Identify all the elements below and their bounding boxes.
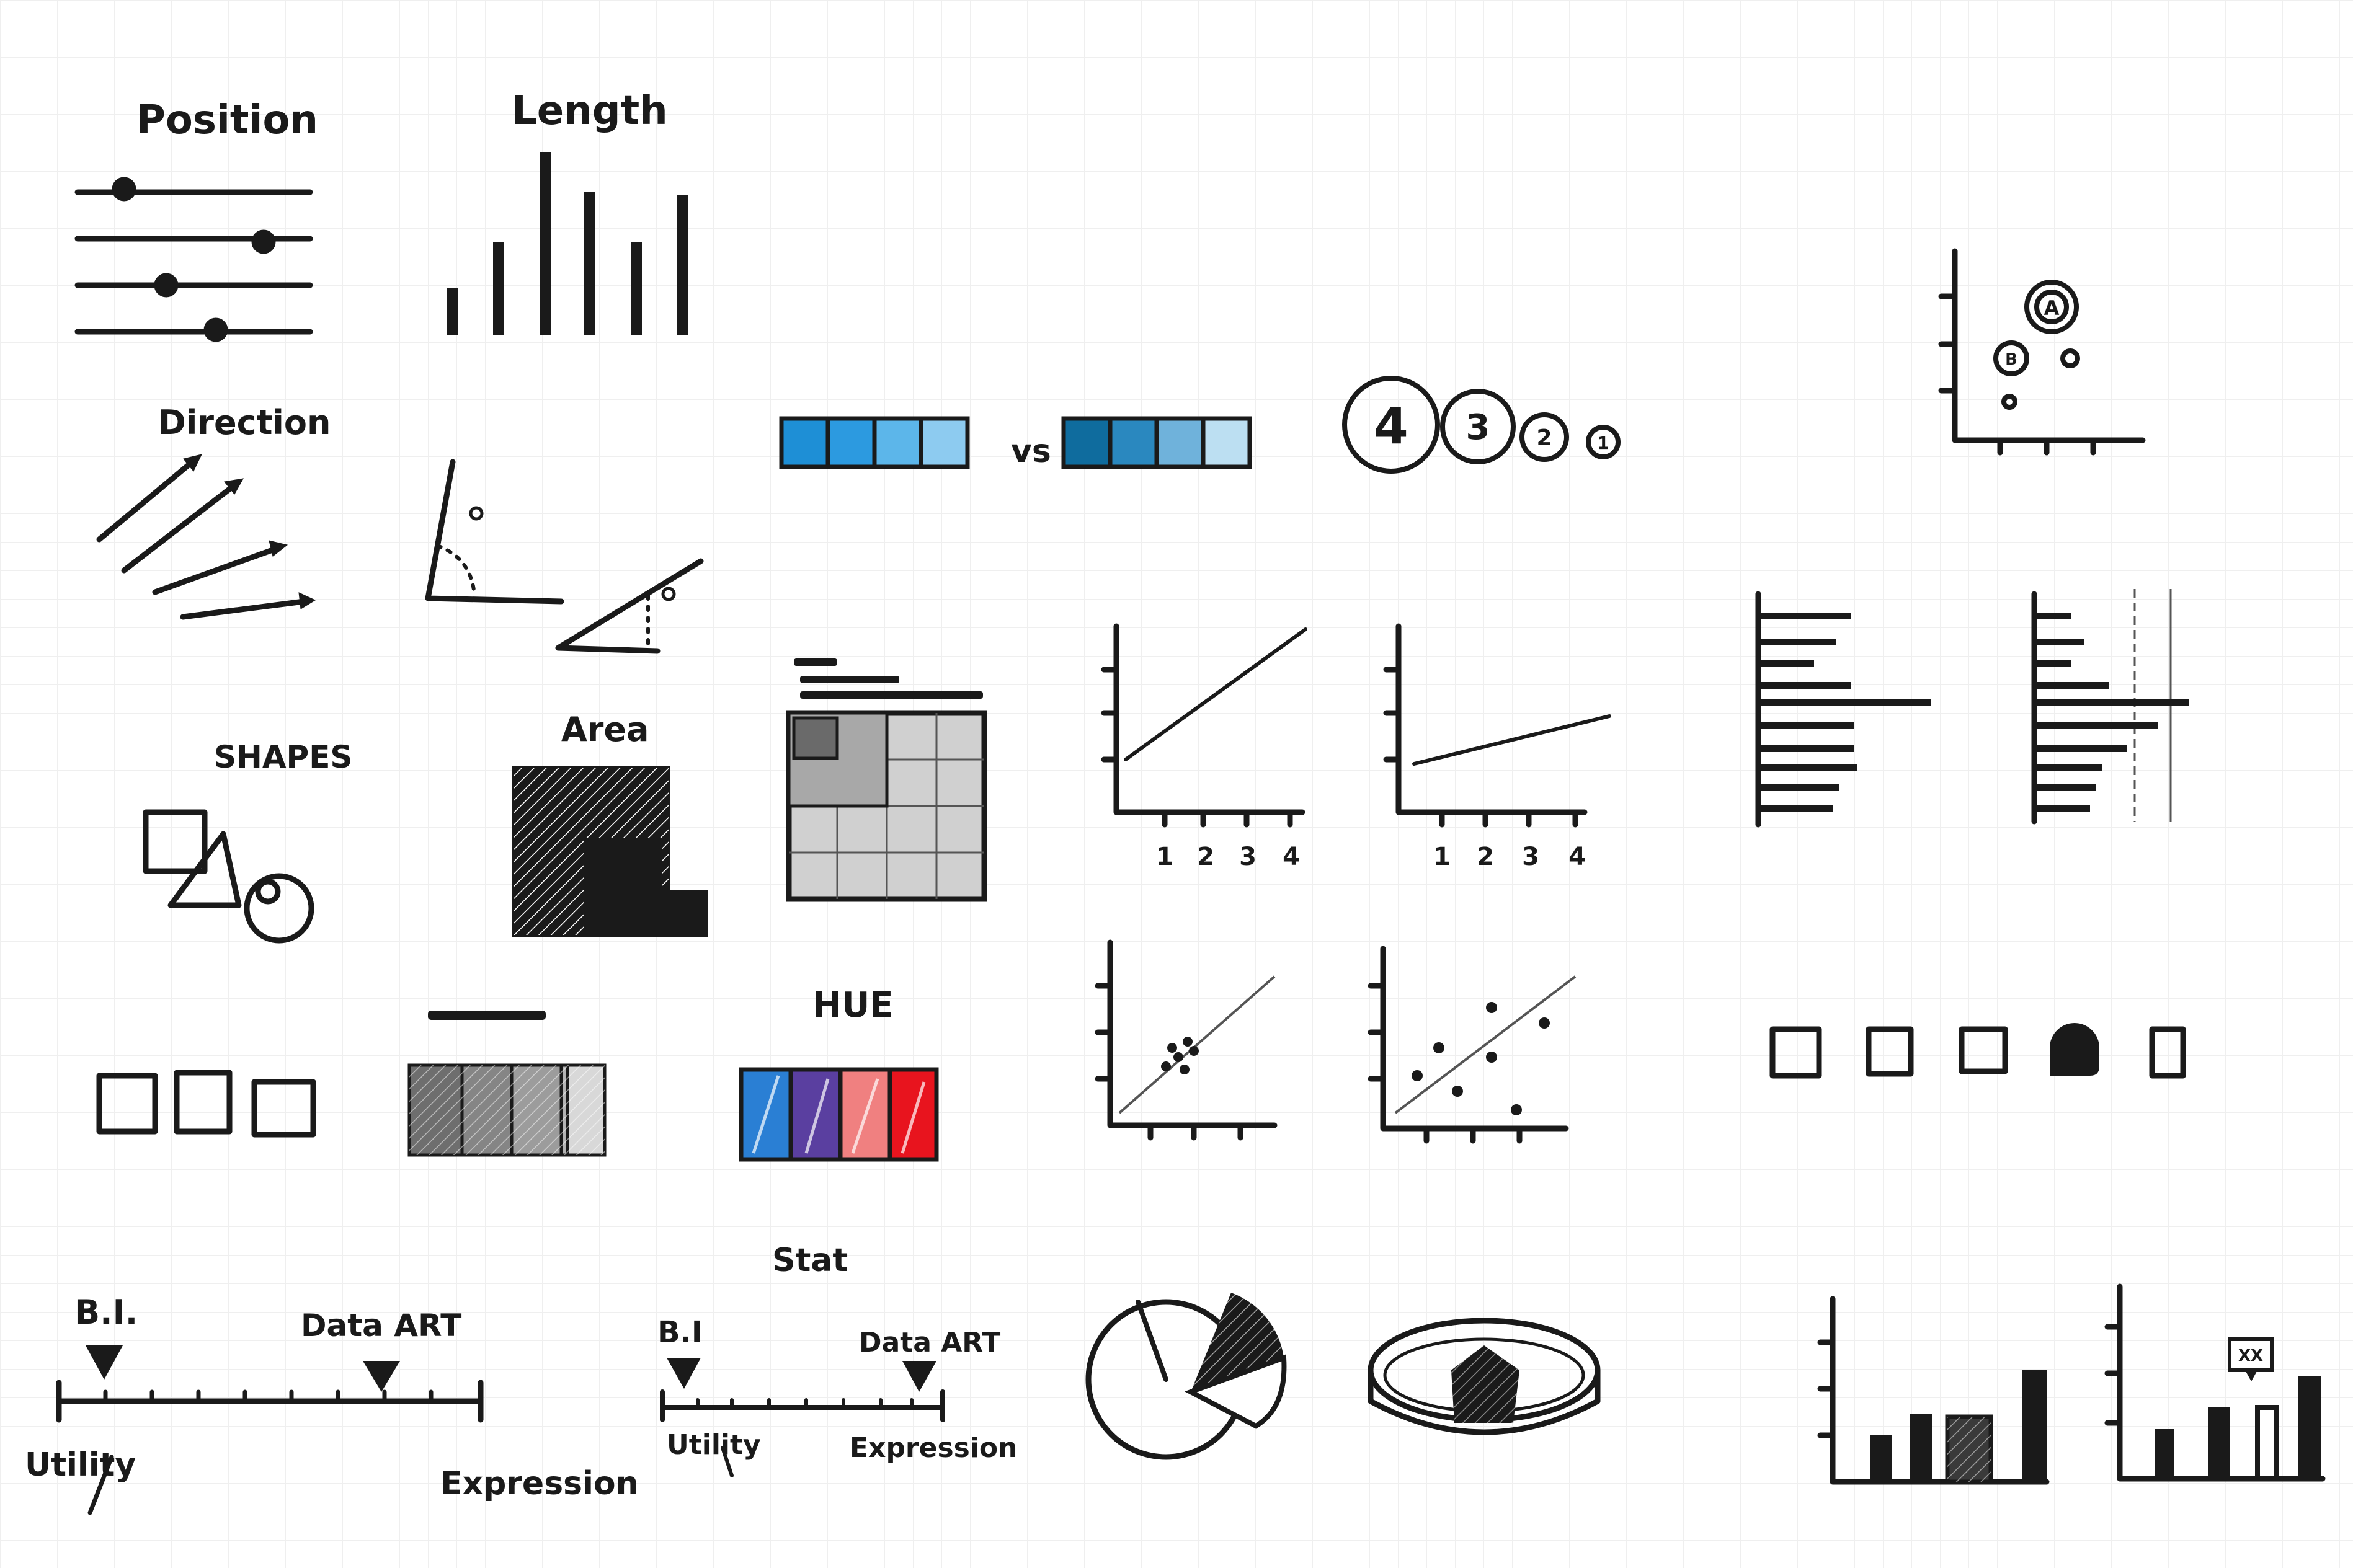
steep-tick-2: 2	[1197, 843, 1214, 871]
area-label: Area	[561, 710, 649, 749]
expression-label-2: Expression	[850, 1432, 1018, 1464]
bi-label-2: B.I	[657, 1315, 703, 1350]
numbered-circles-sketch: 4 3 2 1	[1342, 376, 1621, 474]
steep-tick-3: 3	[1239, 843, 1257, 871]
blue-comparison-sketch: vs	[779, 416, 1252, 470]
saturation-sketch	[407, 1011, 607, 1157]
shallow-tick-1: 1	[1433, 843, 1451, 871]
shapes-label: SHAPES	[214, 739, 352, 775]
circle-3-label: 3	[1466, 407, 1490, 448]
expression-label-1: Expression	[440, 1465, 639, 1502]
shallow-tick-3: 3	[1522, 843, 1539, 871]
direction-label: Direction	[158, 403, 331, 442]
shallow-tick-4: 4	[1568, 843, 1586, 871]
grid-heatmap-sketch	[786, 658, 987, 902]
bar-highlight-sketch	[1817, 1296, 2050, 1485]
bi-dataart-scale-small: Stat B.I Data ART Utility Expression	[657, 1242, 1018, 1477]
data-art-label-2: Data ART	[859, 1327, 1000, 1358]
3d-pie-sketch	[1368, 1318, 1601, 1435]
direction-sketch: Direction	[96, 403, 704, 654]
bi-dataart-scale-large: B.I. Data ART Utility Expression	[25, 1293, 639, 1515]
area-sketch: Area	[512, 710, 708, 937]
horizontal-bars-sketch	[1755, 589, 2189, 828]
circle-4-label: 4	[1374, 397, 1408, 455]
bar-callout-sketch: XX	[2104, 1283, 2326, 1482]
length-sketch: Length	[447, 88, 688, 335]
steep-tick-4: 4	[1283, 843, 1300, 871]
utility-label-2: Utility	[667, 1429, 761, 1461]
squares-sketch	[96, 1070, 316, 1138]
shallow-tick-2: 2	[1477, 843, 1494, 871]
pie-chart-sketch	[1085, 1293, 1287, 1460]
circle-2-label: 2	[1536, 425, 1552, 451]
shape-row-sketch	[1769, 1023, 2186, 1079]
length-label: Length	[512, 88, 668, 134]
steep-line-chart-sketch: 1 2 3 4	[1101, 623, 1307, 871]
data-art-label-1: Data ART	[301, 1308, 461, 1344]
shallow-line-chart-sketch: 1 2 3 4	[1383, 623, 1611, 871]
scatter-tight-sketch	[1095, 939, 1278, 1141]
bubble-a-label: A	[2044, 296, 2060, 320]
callout-label: XX	[2238, 1347, 2263, 1365]
scatter-loose-sketch	[1368, 946, 1577, 1144]
shapes-sketch: SHAPES	[143, 739, 352, 944]
circle-1-label: 1	[1597, 433, 1609, 453]
position-label: Position	[136, 97, 318, 143]
steep-tick-1: 1	[1156, 843, 1173, 871]
stat-label: Stat	[772, 1242, 848, 1279]
bubble-b-label: B	[2005, 350, 2017, 369]
bi-label-1: B.I.	[74, 1293, 138, 1332]
hue-label: HUE	[812, 985, 894, 1025]
hue-sketch: HUE	[739, 985, 939, 1162]
vs-label: vs	[1011, 433, 1051, 470]
utility-label-1: Utility	[25, 1446, 136, 1484]
position-sketch: Position	[74, 97, 318, 342]
bubble-scatter-sketch: A B	[1938, 248, 2146, 456]
